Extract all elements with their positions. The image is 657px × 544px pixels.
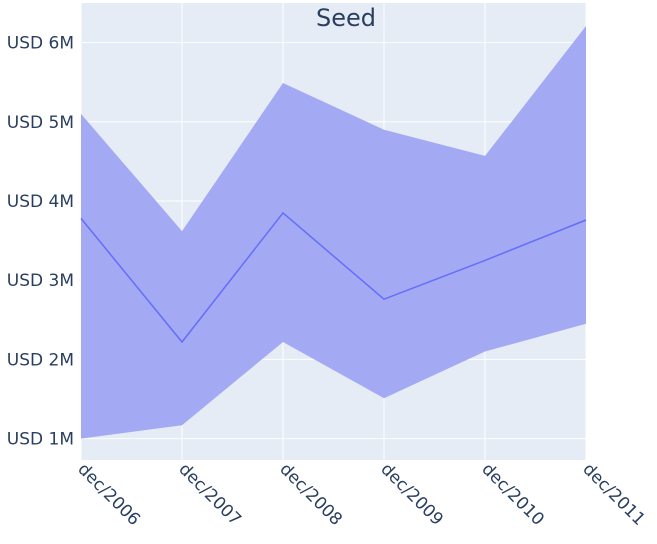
y-tick-label: USD 3M: [7, 271, 74, 291]
y-tick-label: USD 2M: [7, 350, 74, 370]
x-tick-label: dec/2008: [275, 459, 345, 529]
x-tick-label: dec/2007: [174, 459, 244, 529]
y-tick-label: USD 6M: [7, 34, 74, 54]
x-tick-label: dec/2010: [477, 459, 547, 529]
chart-title: Seed: [316, 4, 376, 32]
x-tick-label: dec/2006: [73, 459, 143, 529]
x-tick-labels: dec/2006 dec/2007 dec/2008 dec/2009 dec/2010…: [73, 459, 648, 529]
x-tick-label: dec/2011: [578, 459, 648, 529]
y-tick-label: USD 4M: [7, 192, 74, 212]
series-line: [80, 211, 587, 344]
y-tick-labels: USD 1M USD 2M USD 3M USD 4M USD 5M USD 6M: [7, 34, 74, 450]
x-tick-label: dec/2009: [376, 459, 446, 529]
y-tick-label: USD 5M: [7, 113, 74, 133]
range-band: [81, 26, 586, 439]
y-tick-label: USD 1M: [7, 430, 74, 450]
